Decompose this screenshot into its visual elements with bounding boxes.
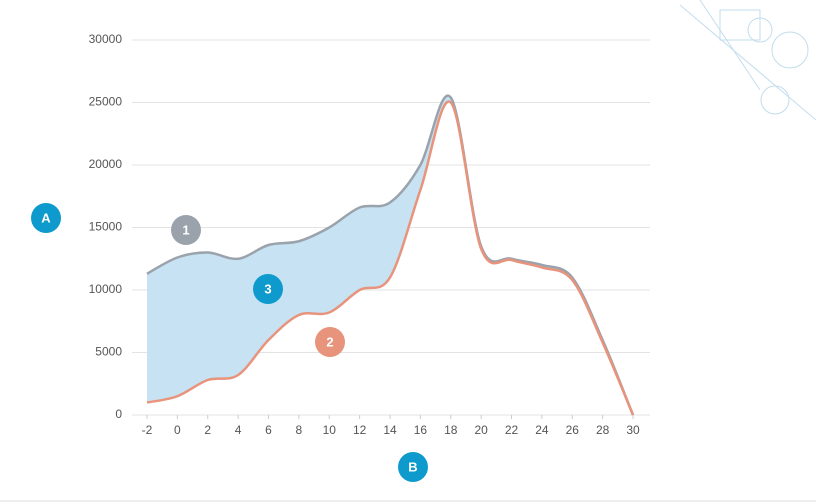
annotation: 3: [264, 281, 271, 296]
series-label: 2: [326, 334, 333, 349]
y-axis-label: A: [41, 210, 51, 225]
y-tick-label: 20000: [89, 157, 123, 171]
decoration: [679, 0, 816, 121]
x-tick-label: 6: [265, 423, 272, 437]
y-tick-label: 25000: [89, 95, 123, 109]
x-tick-label: -2: [142, 423, 153, 437]
line: [146, 94, 635, 416]
x-tick-label: 16: [414, 423, 428, 437]
x-axis-label: B: [408, 459, 417, 474]
y-tick-label: 15000: [89, 220, 123, 234]
x-tick-label: 18: [444, 423, 458, 437]
x-tick-label: 24: [535, 423, 549, 437]
annotation-badge: [253, 274, 283, 304]
line: [146, 100, 635, 416]
y-axis-label-badge: [31, 203, 61, 233]
series-label-badge: [171, 215, 201, 245]
x-tick-label: 14: [383, 423, 397, 437]
x-tick-label: 28: [596, 423, 610, 437]
x-tick-label: 26: [566, 423, 580, 437]
x-tick-label: 20: [474, 423, 488, 437]
x-tick-label: 2: [204, 423, 211, 437]
x-tick-label: 12: [353, 423, 367, 437]
y-tick-label: 0: [115, 407, 122, 421]
y-tick-label: 10000: [89, 282, 123, 296]
y-tick-label: 5000: [95, 345, 122, 359]
series-label-badge: [315, 327, 345, 357]
x-tick-label: 10: [323, 423, 337, 437]
series-label: 1: [182, 222, 189, 237]
x-tick-label: 22: [505, 423, 519, 437]
x-tick-label: 4: [235, 423, 242, 437]
x-tick-label: 0: [174, 423, 181, 437]
range-band: [147, 95, 633, 415]
y-tick-label: 30000: [89, 32, 123, 46]
x-tick-label: 8: [296, 423, 303, 437]
x-tick-label: 30: [626, 423, 640, 437]
x-axis-label-badge: [398, 452, 428, 482]
